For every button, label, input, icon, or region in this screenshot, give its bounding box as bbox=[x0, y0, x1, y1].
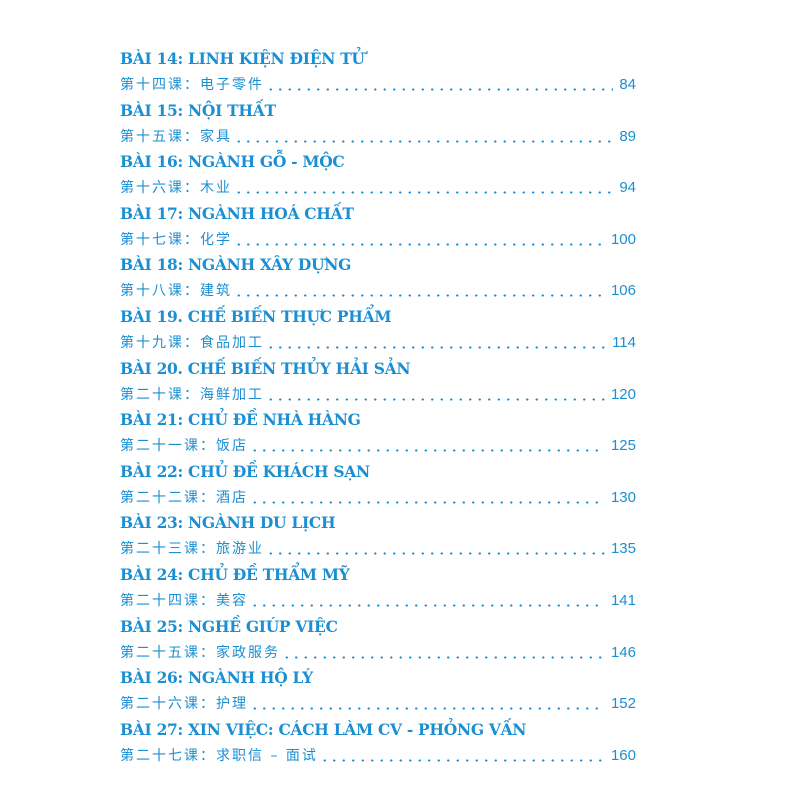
page-number: 106 bbox=[610, 282, 636, 300]
lesson-chinese-title: 第二十五课：家政服务 bbox=[120, 644, 280, 661]
lesson-title: BÀI 23: NGÀNH DU LỊCH bbox=[120, 513, 336, 533]
page-number: 152 bbox=[610, 695, 636, 713]
lesson-line: 第十四课：电子零件 84 bbox=[120, 72, 636, 97]
lesson-title: BÀI 19. CHẾ BIẾN THỰC PHẨM bbox=[120, 306, 392, 326]
page-number: 130 bbox=[610, 488, 636, 506]
page-number: 89 bbox=[619, 127, 636, 145]
lesson-title: BÀI 24: CHỦ ĐỀ THẨM MỸ bbox=[120, 564, 350, 584]
dot-leader bbox=[234, 139, 614, 143]
lesson-title: BÀI 26: NGÀNH HỘ LÝ bbox=[120, 668, 313, 688]
lesson-line: 第十七课：化学 100 bbox=[120, 227, 636, 252]
lesson-title: BÀI 17: NGÀNH HOÁ CHẤT bbox=[120, 203, 354, 223]
lesson-line: 第二十五课：家政服务 146 bbox=[120, 640, 636, 665]
lesson-line: 第十五课：家具 89 bbox=[120, 124, 636, 149]
page-number: 84 bbox=[619, 76, 636, 93]
toc-entry[interactable]: BÀI 23: NGÀNH DU LỊCH 第二十三课：旅游业 135 bbox=[120, 510, 636, 562]
lesson-chinese-title: 第二十七课：求职信 – 面试 bbox=[120, 747, 318, 764]
dot-leader bbox=[266, 397, 605, 401]
toc-entry[interactable]: BÀI 20. CHẾ BIẾN THỦY HẢI SẢN 第二十课：海鲜加工 12… bbox=[120, 356, 636, 408]
dot-leader bbox=[282, 655, 605, 659]
lesson-line: 第二十三课：旅游业 135 bbox=[120, 536, 636, 561]
lesson-chinese-title: 第二十一课：饭店 bbox=[120, 438, 248, 455]
lesson-chinese-title: 第二十六课：护理 bbox=[120, 696, 248, 713]
page-number: 100 bbox=[610, 230, 636, 248]
page-number: 125 bbox=[610, 437, 636, 455]
dot-leader bbox=[250, 449, 605, 453]
lesson-line: 第二十四课：美容 141 bbox=[120, 588, 636, 613]
lesson-title: BÀI 27: XIN VIỆC: CÁCH LÀM CV - PHỎNG VẤ… bbox=[120, 719, 527, 739]
lesson-line: 第二十二课：酒店 130 bbox=[120, 485, 636, 510]
dot-leader bbox=[319, 758, 605, 762]
dot-leader bbox=[250, 500, 605, 504]
toc-entry[interactable]: BÀI 22: CHỦ ĐỀ KHÁCH SẠN 第二十二课：酒店 130 bbox=[120, 459, 636, 511]
lesson-line: 第十八课：建筑 106 bbox=[120, 278, 636, 303]
lesson-chinese-title: 第二十课：海鲜加工 bbox=[120, 386, 264, 403]
toc-entry[interactable]: BÀI 16: NGÀNH GỖ - MỘC 第十六课：木业 94 bbox=[120, 149, 636, 201]
lesson-chinese-title: 第二十三课：旅游业 bbox=[120, 541, 264, 558]
lesson-title: BÀI 21: CHỦ ĐỀ NHÀ HÀNG bbox=[120, 410, 361, 430]
lesson-title: BÀI 20. CHẾ BIẾN THỦY HẢI SẢN bbox=[120, 358, 411, 378]
lesson-line: 第二十六课：护理 152 bbox=[120, 691, 636, 716]
dot-leader bbox=[234, 242, 605, 246]
dot-leader bbox=[234, 191, 614, 195]
toc-entry[interactable]: BÀI 25: NGHỀ GIÚP VIỆC 第二十五课：家政服务 146 bbox=[120, 614, 636, 666]
page-number: 135 bbox=[610, 540, 636, 558]
lesson-title: BÀI 18: NGÀNH XÂY DỰNG bbox=[120, 255, 352, 275]
toc-entry[interactable]: BÀI 15: NỘI THẤT 第十五课：家具 89 bbox=[120, 98, 636, 150]
dot-leader bbox=[234, 294, 605, 298]
page-number: 141 bbox=[610, 591, 636, 609]
lesson-chinese-title: 第二十四课：美容 bbox=[120, 592, 248, 609]
page-number: 114 bbox=[612, 333, 636, 351]
dot-leader bbox=[250, 603, 605, 607]
lesson-line: 第二十七课：求职信 – 面试 160 bbox=[120, 743, 636, 768]
toc-entry[interactable]: BÀI 26: NGÀNH HỘ LÝ 第二十六课：护理 152 bbox=[120, 665, 636, 717]
lesson-title: BÀI 25: NGHỀ GIÚP VIỆC bbox=[120, 616, 338, 636]
lesson-title: BÀI 14: LINH KIỆN ĐIỆN TỬ bbox=[120, 49, 365, 68]
lesson-line: 第十六课：木业 94 bbox=[120, 175, 636, 200]
page-number: 146 bbox=[610, 643, 636, 661]
toc-entry[interactable]: BÀI 18: NGÀNH XÂY DỰNG 第十八课：建筑 106 bbox=[120, 252, 636, 304]
page-number: 160 bbox=[610, 746, 636, 764]
toc-entry[interactable]: BÀI 24: CHỦ ĐỀ THẨM MỸ 第二十四课：美容 141 bbox=[120, 562, 636, 614]
lesson-line: 第二十一课：饭店 125 bbox=[120, 433, 636, 458]
lesson-title: BÀI 15: NỘI THẤT bbox=[120, 100, 276, 120]
dot-leader bbox=[250, 707, 605, 711]
dot-leader bbox=[266, 552, 605, 556]
lesson-chinese-title: 第十九课：食品加工 bbox=[120, 334, 264, 351]
toc-entry[interactable]: BÀI 27: XIN VIỆC: CÁCH LÀM CV - PHỎNG VẤ… bbox=[120, 717, 636, 769]
toc-entry[interactable]: BÀI 19. CHẾ BIẾN THỰC PHẨM 第十九课：食品加工 114 bbox=[120, 304, 636, 356]
table-of-contents: BÀI 14: LINH KIỆN ĐIỆN TỬ 第十四课：电子零件 84 BÀI … bbox=[120, 46, 636, 768]
lesson-chinese-title: 第二十二课：酒店 bbox=[120, 489, 248, 506]
toc-entry[interactable]: BÀI 17: NGÀNH HOÁ CHẤT 第十七课：化学 100 bbox=[120, 201, 636, 253]
lesson-title: BÀI 16: NGÀNH GỖ - MỘC bbox=[120, 152, 345, 172]
page-number: 94 bbox=[619, 179, 636, 197]
lesson-line: 第十九课：食品加工 114 bbox=[120, 330, 636, 355]
lesson-line: 第二十课：海鲜加工 120 bbox=[120, 382, 636, 407]
dot-leader bbox=[266, 88, 614, 91]
lesson-chinese-title: 第十七课：化学 bbox=[120, 231, 232, 248]
page-number: 120 bbox=[610, 385, 636, 403]
toc-entry[interactable]: BÀI 21: CHỦ ĐỀ NHÀ HÀNG 第二十一课：饭店 125 bbox=[120, 407, 636, 459]
lesson-chinese-title: 第十六课：木业 bbox=[120, 180, 232, 197]
lesson-title: BÀI 22: CHỦ ĐỀ KHÁCH SẠN bbox=[120, 461, 370, 481]
dot-leader bbox=[266, 345, 607, 349]
lesson-chinese-title: 第十四课：电子零件 bbox=[120, 77, 264, 93]
lesson-chinese-title: 第十八课：建筑 bbox=[120, 283, 232, 300]
lesson-chinese-title: 第十五课：家具 bbox=[120, 128, 232, 145]
toc-entry[interactable]: BÀI 14: LINH KIỆN ĐIỆN TỬ 第十四课：电子零件 84 bbox=[120, 46, 636, 98]
